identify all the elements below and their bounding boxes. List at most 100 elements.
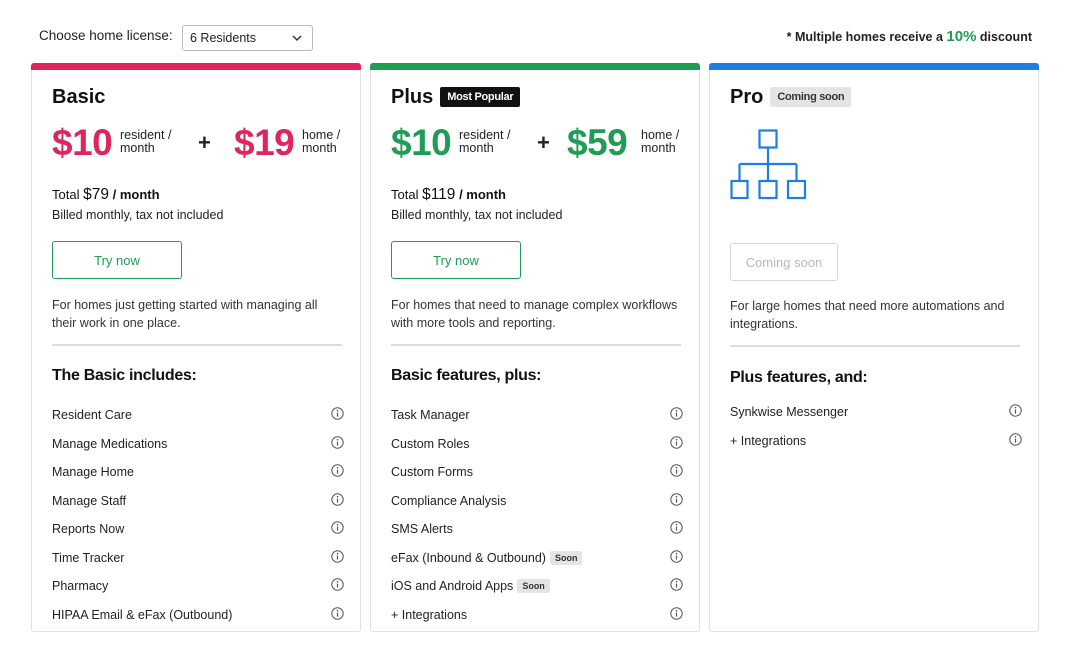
- feature-item: SMS Alerts: [391, 515, 683, 544]
- feature-item: + Integrations: [391, 601, 683, 630]
- feature-list: Resident Care Manage Medications Manage Ho…: [52, 401, 344, 629]
- info-icon[interactable]: [670, 492, 683, 506]
- feature-label: Synkwise Messenger: [730, 405, 849, 420]
- feature-label: HIPAA Email & eFax (Outbound): [52, 607, 233, 622]
- feature-item: Custom Forms: [391, 458, 683, 487]
- discount-note: * Multiple homes receive a 10% discount: [787, 28, 1032, 45]
- plan-name: Plus: [391, 85, 434, 108]
- chevron-down-icon: [292, 35, 302, 42]
- discount-percent: 10%: [946, 28, 977, 45]
- soon-badge: Soon: [549, 550, 583, 565]
- feature-item: Manage Staff: [52, 487, 344, 516]
- plan-color-stripe: [31, 63, 361, 70]
- feature-item: Pharmacy: [52, 572, 344, 601]
- total-price: Total $79 / month: [52, 186, 160, 204]
- total-label: Total: [52, 187, 80, 202]
- info-icon[interactable]: [331, 606, 344, 620]
- feature-item: HIPAA Email & eFax (Outbound): [52, 601, 344, 630]
- total-value: $119: [422, 186, 456, 203]
- feature-item: Task Manager: [391, 401, 683, 430]
- plan-card-basic: Basic $10 resident / month + $19 home / mo…: [31, 63, 361, 632]
- plan-description: For homes just getting started with mana…: [52, 298, 318, 330]
- home-unit-line1: home /: [641, 128, 680, 142]
- license-select-value: 6 Residents: [190, 31, 257, 45]
- info-icon[interactable]: [331, 578, 344, 591]
- plan-description: For homes that need to manage complex wo…: [391, 298, 678, 330]
- feature-label: Compliance Analysis: [391, 493, 507, 508]
- feature-item: Manage Medications: [52, 430, 344, 459]
- info-icon[interactable]: [670, 578, 683, 591]
- feature-item: + Integrations: [730, 427, 1022, 456]
- info-icon[interactable]: [331, 521, 344, 534]
- billing-note: Billed monthly, tax not included: [52, 208, 224, 222]
- feature-label: Pharmacy: [52, 579, 109, 594]
- info-icon[interactable]: [670, 435, 683, 449]
- info-icon[interactable]: [331, 549, 344, 563]
- plan-color-stripe: [709, 63, 1039, 70]
- info-icon[interactable]: [331, 492, 344, 506]
- info-icon[interactable]: [331, 464, 344, 477]
- total-unit: / month: [459, 187, 506, 202]
- total-unit: / month: [112, 187, 160, 202]
- plan-card-pro: Pro Coming soon Coming soon For large ho…: [709, 63, 1039, 632]
- plan-description: For large homes that need more automatio…: [730, 299, 1005, 331]
- feature-item: Custom Roles: [391, 430, 683, 459]
- divider: [52, 344, 342, 346]
- home-unit-line2: month: [641, 141, 676, 155]
- feature-label: iOS and Android Apps: [391, 579, 514, 594]
- org-chart-icon: [730, 129, 807, 200]
- home-price: $59: [567, 122, 628, 163]
- feature-item: Manage Home: [52, 458, 344, 487]
- plan-card-plus: Plus Most Popular $10 resident / month + …: [370, 63, 700, 632]
- info-icon[interactable]: [670, 549, 683, 563]
- info-icon[interactable]: [1009, 432, 1022, 446]
- info-icon[interactable]: [670, 407, 683, 420]
- home-unit: home / month: [302, 129, 340, 155]
- plan-color-stripe: [370, 63, 700, 70]
- most-popular-badge: Most Popular: [440, 87, 521, 107]
- feature-item: Compliance Analysis: [391, 487, 683, 516]
- feature-item: eFax (Inbound & Outbound) Soon: [391, 544, 683, 573]
- feature-list: Task Manager Custom Roles Custom Forms Comp…: [391, 401, 683, 629]
- feature-item: Reports Now: [52, 515, 344, 544]
- info-icon[interactable]: [670, 521, 683, 534]
- license-label: Choose home license:: [39, 28, 173, 43]
- feature-label: Reports Now: [52, 522, 125, 537]
- feature-label: eFax (Inbound & Outbound): [391, 550, 546, 565]
- info-icon[interactable]: [331, 407, 344, 420]
- feature-item: iOS and Android Apps Soon: [391, 572, 683, 601]
- resident-unit: resident / month: [120, 129, 171, 155]
- soon-badge: Soon: [517, 579, 550, 594]
- feature-label: Manage Medications: [52, 436, 168, 451]
- features-heading: Plus features, and:: [730, 369, 868, 386]
- home-unit: home / month: [641, 129, 679, 155]
- resident-unit-line2: month: [459, 141, 494, 155]
- feature-item: Synkwise Messenger: [730, 398, 1022, 427]
- divider: [730, 345, 1020, 347]
- feature-label: SMS Alerts: [391, 522, 453, 537]
- divider: [391, 344, 681, 346]
- home-price: $19: [234, 122, 295, 163]
- info-icon[interactable]: [1009, 404, 1022, 417]
- plan-name: Basic: [52, 85, 106, 108]
- info-icon[interactable]: [331, 435, 344, 449]
- feature-label: Resident Care: [52, 408, 132, 423]
- home-unit-line2: month: [302, 141, 337, 155]
- try-now-button[interactable]: Try now: [391, 241, 521, 279]
- feature-item: Resident Care: [52, 401, 344, 430]
- resident-price: $10: [391, 122, 452, 163]
- coming-soon-button[interactable]: Coming soon: [730, 243, 838, 281]
- plan-name: Pro: [730, 85, 764, 108]
- license-select[interactable]: 6 Residents: [182, 25, 313, 51]
- info-icon[interactable]: [670, 464, 683, 477]
- info-icon[interactable]: [670, 606, 683, 620]
- feature-item: Time Tracker: [52, 544, 344, 573]
- feature-label: Custom Roles: [391, 436, 470, 451]
- plus-sign: +: [198, 130, 211, 155]
- coming-soon-badge: Coming soon: [770, 87, 852, 107]
- try-now-button[interactable]: Try now: [52, 241, 182, 279]
- resident-unit-line2: month: [120, 141, 155, 155]
- feature-label: + Integrations: [730, 433, 807, 448]
- license-bar: Choose home license: 6 Residents * Multi…: [0, 0, 1070, 62]
- features-heading: The Basic includes:: [52, 367, 197, 384]
